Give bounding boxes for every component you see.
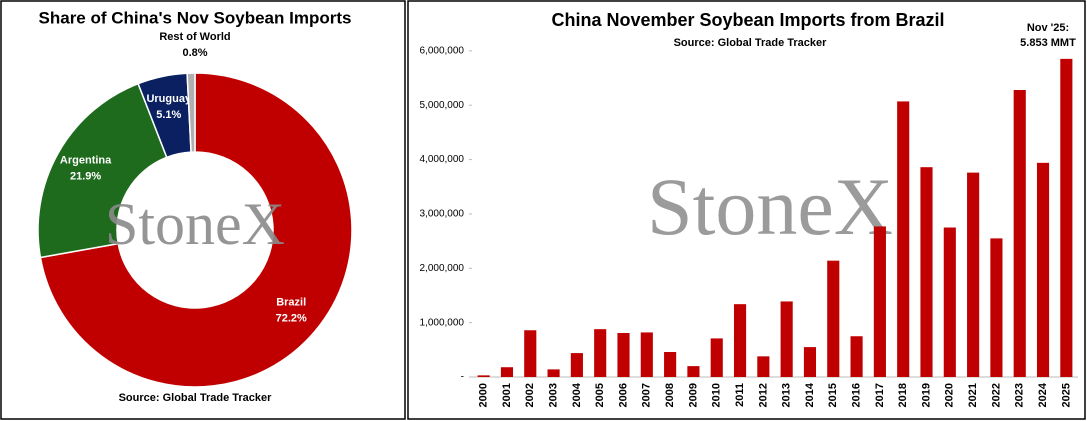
bar [920, 167, 933, 377]
bar [687, 366, 700, 377]
x-tick-label: 2012 [757, 383, 769, 407]
y-tick-label: 6,000,000 [420, 46, 465, 57]
pie-value-label: 72.2% [276, 313, 307, 325]
y-tick-label: 2,000,000 [420, 263, 465, 274]
x-tick-label: 2009 [687, 383, 699, 407]
bar [850, 336, 863, 377]
pie-slice [186, 72, 196, 153]
pie-value-label: 5.1% [156, 109, 181, 121]
x-tick-label: 2015 [827, 383, 839, 407]
x-tick-label: 2016 [850, 383, 862, 407]
bar [967, 172, 980, 377]
x-tick-label: 2010 [711, 383, 723, 407]
bar [617, 332, 630, 377]
bar [990, 238, 1003, 377]
pie-slice [39, 72, 353, 388]
bar-title: China November Soybean Imports from Braz… [551, 10, 944, 30]
x-tick-label: 2018 [897, 383, 909, 407]
watermark: StoneX [647, 161, 893, 252]
bar [943, 227, 956, 377]
y-tick-label: - [461, 372, 464, 383]
bar [1013, 90, 1026, 377]
bar-source: Source: Global Trade Tracker [674, 37, 828, 49]
y-tick-label: 5,000,000 [420, 100, 465, 111]
x-tick-label: 2019 [920, 383, 932, 407]
x-tick-label: 2011 [734, 383, 746, 407]
pie-slice [37, 82, 168, 259]
bar [780, 301, 793, 377]
pie-label: Argentina [60, 154, 112, 166]
bar [803, 347, 817, 377]
bar [640, 332, 653, 377]
x-tick-label: 2000 [478, 383, 490, 407]
x-tick-label: 2004 [571, 382, 583, 407]
y-tick-label: 4,000,000 [420, 154, 465, 165]
bar [524, 330, 537, 377]
bar [547, 369, 560, 377]
bar [827, 260, 840, 377]
x-tick-label: 2021 [967, 383, 979, 407]
bar [757, 356, 770, 377]
x-tick-label: 2007 [641, 383, 653, 407]
pie-label: Uruguay [146, 93, 192, 105]
pie-title: Share of China's Nov Soybean Imports [39, 8, 352, 27]
x-tick-label: 2001 [501, 383, 513, 407]
x-tick-label: 2003 [547, 383, 559, 407]
pie-value-label: 21.9% [70, 170, 101, 182]
x-tick-label: 2020 [944, 383, 956, 407]
pie-source: Source: Global Trade Tracker [119, 392, 273, 404]
pie-label: Rest of World [159, 31, 230, 43]
pie-value-label: 0.8% [182, 47, 207, 59]
x-tick-label: 2006 [617, 383, 629, 407]
pie-label: Brazil [276, 297, 306, 309]
bar [594, 329, 607, 377]
annotation: Nov '25: [1027, 22, 1069, 34]
bar [873, 226, 886, 377]
bar [1060, 58, 1073, 377]
bar [664, 351, 677, 377]
x-tick-label: 2002 [524, 383, 536, 407]
left-panel [0, 0, 406, 420]
x-tick-label: 2025 [1060, 383, 1072, 407]
x-tick-label: 2008 [664, 383, 676, 407]
bar [570, 353, 583, 377]
bar [477, 375, 490, 377]
y-tick-label: 3,000,000 [420, 209, 465, 220]
x-tick-label: 2022 [990, 383, 1002, 407]
x-tick-label: 2014 [804, 382, 816, 407]
bar [500, 367, 514, 377]
x-tick-label: 2024 [1037, 382, 1049, 407]
y-tick-label: 1,000,000 [420, 317, 465, 328]
x-tick-label: 2023 [1014, 383, 1026, 407]
x-tick-label: 2017 [874, 383, 886, 407]
bar [710, 338, 723, 377]
x-tick-label: 2005 [594, 383, 606, 407]
watermark: StoneX [105, 191, 285, 257]
annotation: 5.853 MMT [1020, 37, 1076, 49]
bar [733, 304, 747, 377]
x-tick-label: 2013 [781, 383, 793, 407]
right-panel [407, 0, 1086, 420]
bar [1036, 162, 1050, 377]
bar [897, 101, 910, 378]
